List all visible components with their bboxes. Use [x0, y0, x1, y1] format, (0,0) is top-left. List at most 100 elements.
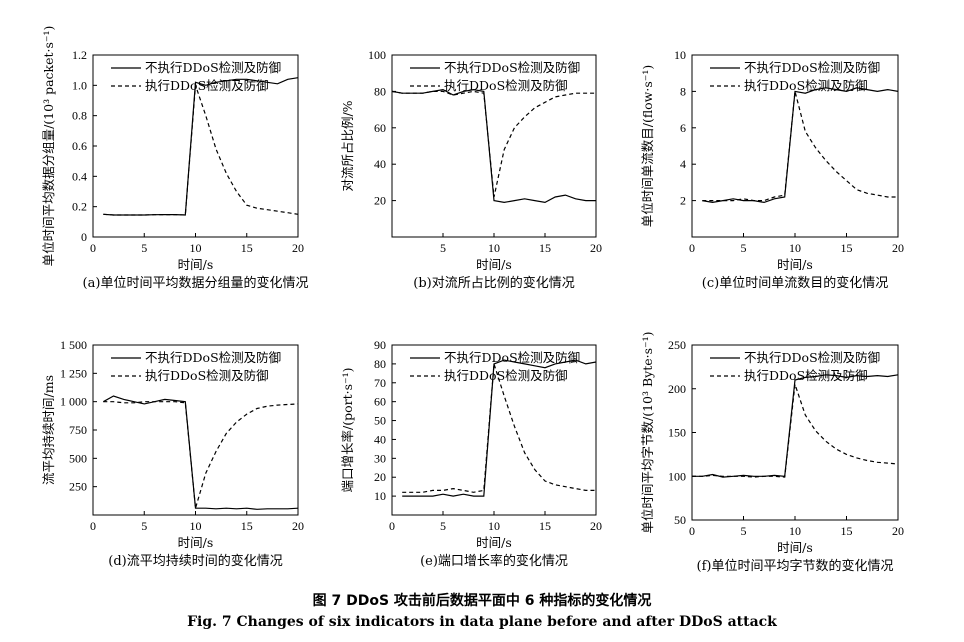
series-line-defense: [702, 91, 898, 202]
y-tick-label: 0: [81, 230, 87, 244]
x-tick-label: 20: [292, 519, 304, 533]
x-tick-label: 15: [539, 241, 551, 255]
figure-title-cn: 图 7 DDoS 攻击前后数据平面中 6 种指标的变化情况: [312, 593, 652, 609]
legend-label: 不执行DDoS检测及防御: [744, 350, 880, 365]
x-axis-label: 时间/s: [476, 535, 512, 550]
y-axis-label: 端口增长率/(port·s⁻¹): [340, 368, 355, 493]
panel-caption: (b)对流所占比例的变化情况: [413, 275, 574, 291]
series-line-defense: [692, 384, 899, 478]
y-tick-label: 0.8: [72, 109, 87, 123]
y-tick-label: 40: [374, 432, 386, 446]
y-tick-label: 40: [374, 157, 386, 171]
x-tick-label: 0: [389, 519, 395, 533]
legend-label: 执行DDoS检测及防御: [145, 368, 269, 383]
y-tick-label: 200: [668, 382, 686, 396]
x-tick-label: 10: [190, 241, 202, 255]
y-tick-label: 30: [374, 451, 386, 465]
series-line-no-defense: [702, 87, 899, 204]
x-tick-label: 10: [789, 524, 801, 538]
x-tick-label: 5: [440, 241, 446, 255]
y-tick-label: 80: [374, 84, 386, 98]
y-tick-label: 1 250: [60, 366, 87, 380]
series-line-no-defense: [103, 77, 299, 216]
y-tick-label: 6: [680, 121, 686, 135]
x-tick-label: 20: [892, 241, 904, 255]
y-tick-label: 2: [680, 194, 686, 208]
panel-caption: (c)单位时间单流数目的变化情况: [702, 275, 888, 291]
series-line-defense: [391, 90, 596, 198]
x-axis-label: 时间/s: [777, 257, 813, 272]
y-tick-label: 250: [668, 338, 686, 352]
x-tick-label: 10: [190, 519, 202, 533]
legend-label: 不执行DDoS检测及防御: [145, 350, 281, 365]
x-tick-label: 20: [892, 524, 904, 538]
panel-caption: (d)流平均持续时间的变化情况: [108, 553, 282, 569]
y-tick-label: 0.6: [72, 139, 87, 153]
y-tick-label: 0.2: [72, 200, 87, 214]
x-tick-label: 20: [590, 519, 602, 533]
y-tick-label: 10: [674, 48, 686, 62]
panel-caption: (e)端口增长率的变化情况: [420, 553, 568, 569]
y-tick-label: 60: [374, 395, 386, 409]
series-line-defense: [103, 401, 299, 509]
x-tick-label: 5: [141, 241, 147, 255]
y-tick-label: 250: [69, 480, 87, 494]
legend-label: 执行DDoS检测及防御: [444, 368, 568, 383]
series-line-no-defense: [391, 88, 596, 204]
x-tick-label: 5: [741, 524, 747, 538]
figure-title-en: Fig. 7 Changes of six indicators in data…: [187, 614, 777, 630]
x-tick-label: 10: [789, 241, 801, 255]
x-tick-label: 20: [590, 241, 602, 255]
x-tick-label: 15: [241, 241, 253, 255]
y-tick-label: 100: [368, 48, 386, 62]
y-axis-label: 单位时间平均字节数/(10³ Byte·s⁻¹): [640, 331, 655, 533]
legend-label: 执行DDoS检测及防御: [744, 368, 868, 383]
x-tick-label: 15: [841, 524, 853, 538]
y-tick-label: 750: [69, 423, 87, 437]
y-tick-label: 1 500: [60, 338, 87, 352]
x-tick-label: 0: [90, 519, 96, 533]
x-tick-label: 10: [488, 241, 500, 255]
y-axis-label: 单位时间平均数据分组量/(10³ packet·s⁻¹): [41, 26, 56, 267]
y-tick-label: 0.4: [72, 169, 87, 183]
y-axis-label: 单位时间单流数目/(flow·s⁻¹): [640, 65, 655, 228]
legend-label: 不执行DDoS检测及防御: [145, 60, 281, 75]
y-tick-label: 70: [374, 376, 386, 390]
y-tick-label: 20: [374, 470, 386, 484]
y-tick-label: 1.0: [72, 78, 87, 92]
x-tick-label: 5: [141, 519, 147, 533]
panel-caption: (f)单位时间平均字节数的变化情况: [697, 558, 894, 574]
y-axis-label: 流平均持续时间/ms: [41, 375, 56, 485]
y-tick-label: 60: [374, 121, 386, 135]
y-tick-label: 150: [668, 426, 686, 440]
x-tick-label: 5: [741, 241, 747, 255]
y-tick-label: 500: [69, 451, 87, 465]
series-line-defense: [402, 363, 596, 493]
x-tick-label: 5: [440, 519, 446, 533]
y-tick-label: 1 000: [60, 395, 87, 409]
x-axis-label: 时间/s: [178, 535, 214, 550]
legend-label: 不执行DDoS检测及防御: [744, 60, 880, 75]
x-tick-label: 0: [90, 241, 96, 255]
x-tick-label: 15: [539, 519, 551, 533]
y-tick-label: 90: [374, 338, 386, 352]
x-tick-label: 10: [488, 519, 500, 533]
series-line-no-defense: [103, 395, 299, 510]
x-tick-label: 20: [292, 241, 304, 255]
y-axis-label: 对流所占比例/%: [340, 100, 355, 191]
x-axis-label: 时间/s: [476, 257, 512, 272]
x-tick-label: 15: [841, 241, 853, 255]
x-tick-label: 0: [689, 241, 695, 255]
y-tick-label: 80: [374, 357, 386, 371]
legend-label: 不执行DDoS检测及防御: [444, 350, 580, 365]
legend-label: 不执行DDoS检测及防御: [444, 60, 580, 75]
x-axis-label: 时间/s: [777, 540, 813, 555]
y-tick-label: 50: [674, 513, 686, 527]
y-tick-label: 4: [680, 157, 686, 171]
x-axis-label: 时间/s: [178, 257, 214, 272]
